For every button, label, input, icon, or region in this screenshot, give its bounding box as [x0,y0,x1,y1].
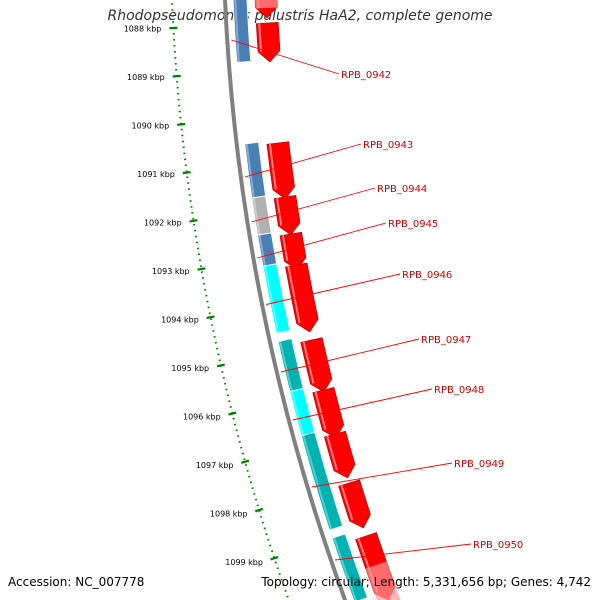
ruler-tick [254,507,264,513]
gene-label: RPB_0950 [473,540,523,551]
cds-arrow-highlight [258,23,263,52]
cds-arrow [300,337,333,393]
cog-track [232,0,369,600]
ruler-tick-label: 1097 kbp [196,461,234,470]
ruler-tick-label: 1092 kbp [144,219,182,228]
cog-block-sheen [234,0,240,63]
ruler-tick [189,219,198,223]
cog-block-sheen [245,143,256,200]
cds-arrow-highlight [268,143,277,190]
gene-label: RPB_0947 [421,335,471,346]
gene-label-leader [335,543,472,561]
ruler-tick [240,459,250,464]
ruler-tick-label: 1098 kbp [210,509,248,518]
gene-label-leader [311,462,453,488]
ruler-tick [182,171,191,175]
cds-track [254,0,401,600]
gene-label-leader [244,143,362,178]
ruler-tick [197,267,206,271]
cog-block [232,0,252,64]
cds-arrow [323,430,356,479]
gene-label: RPB_0945 [388,219,438,230]
ruler-tick [270,555,279,561]
genome-backbone [223,0,348,600]
cds-arrow-highlight [287,266,301,324]
gene-label: RPB_0944 [377,184,427,195]
ruler-tick-label: 1099 kbp [225,558,263,567]
gene-label-leader [257,222,387,259]
cog-block-sheen [290,390,306,440]
ruler-tick [228,411,237,416]
cds-arrow-highlight [281,235,289,261]
cds-arrow-highlight [276,198,283,226]
ruler-tick-label: 1095 kbp [171,364,209,373]
ruler-tick [216,363,225,368]
cds-arrow-highlight [314,391,327,430]
gene-label-leader [251,187,376,223]
ruler-tick-label: 1094 kbp [161,316,199,325]
gene-label-leader [231,39,340,75]
accession-text: Accession: NC_007778 [8,575,145,589]
cds-partial-bottom [365,561,401,600]
gene-label: RPB_0946 [402,270,452,281]
gene-label-leader [280,338,420,373]
genome-summary-text: Topology: circular; Length: 5,331,656 bp… [261,575,591,589]
gene-label: RPB_0948 [434,385,484,396]
cds-arrow [285,262,319,333]
gene-label-leader [292,388,433,421]
ruler-tick-label: 1096 kbp [183,413,221,422]
cog-block [262,263,291,335]
gene-labels: RPB_0942 RPB_0943 RPB_0944 RPB_0945 RPB_0946… [231,39,523,561]
cog-block-sheen [302,435,333,530]
map-title: Rhodopseudomonas palustris HaA2, complet… [107,8,493,24]
cog-block-sheen [278,340,294,394]
ruler-tick-label: 1088 kbp [124,25,162,34]
backbone-arc [223,0,348,600]
kbp-ruler: 1088 kbp 1089 kbp 1090 kbp 1091 kbp 1092 kbp… [124,0,290,600]
cds-arrow [312,386,345,439]
ruler-tick-label: 1089 kbp [127,73,165,82]
cds-arrow [338,479,371,529]
ruler-tick [172,74,181,78]
gene-label-leader [266,273,401,305]
cds-arrow-highlight [302,341,315,384]
cog-block [300,431,344,531]
gene-label: RPB_0943 [363,140,413,151]
cog-block-sheen [258,234,267,272]
ruler-tick-label: 1093 kbp [152,267,190,276]
gene-label: RPB_0949 [454,459,504,470]
ruler-tick [177,122,186,126]
gene-label: RPB_0942 [341,70,391,81]
cds-arrow-highlight [340,485,354,521]
cds-arrow [266,141,295,200]
cds-arrow [255,22,281,63]
cog-block-sheen [332,537,357,600]
cds-arrow-highlight [326,435,338,471]
ruler-tick-label: 1090 kbp [132,122,170,131]
cog-block-sheen [252,197,261,236]
ruler-tick [206,315,215,320]
cog-block-sheen [263,265,280,334]
cds-partial-top [255,0,278,9]
ruler-tick-label: 1091 kbp [137,170,175,179]
